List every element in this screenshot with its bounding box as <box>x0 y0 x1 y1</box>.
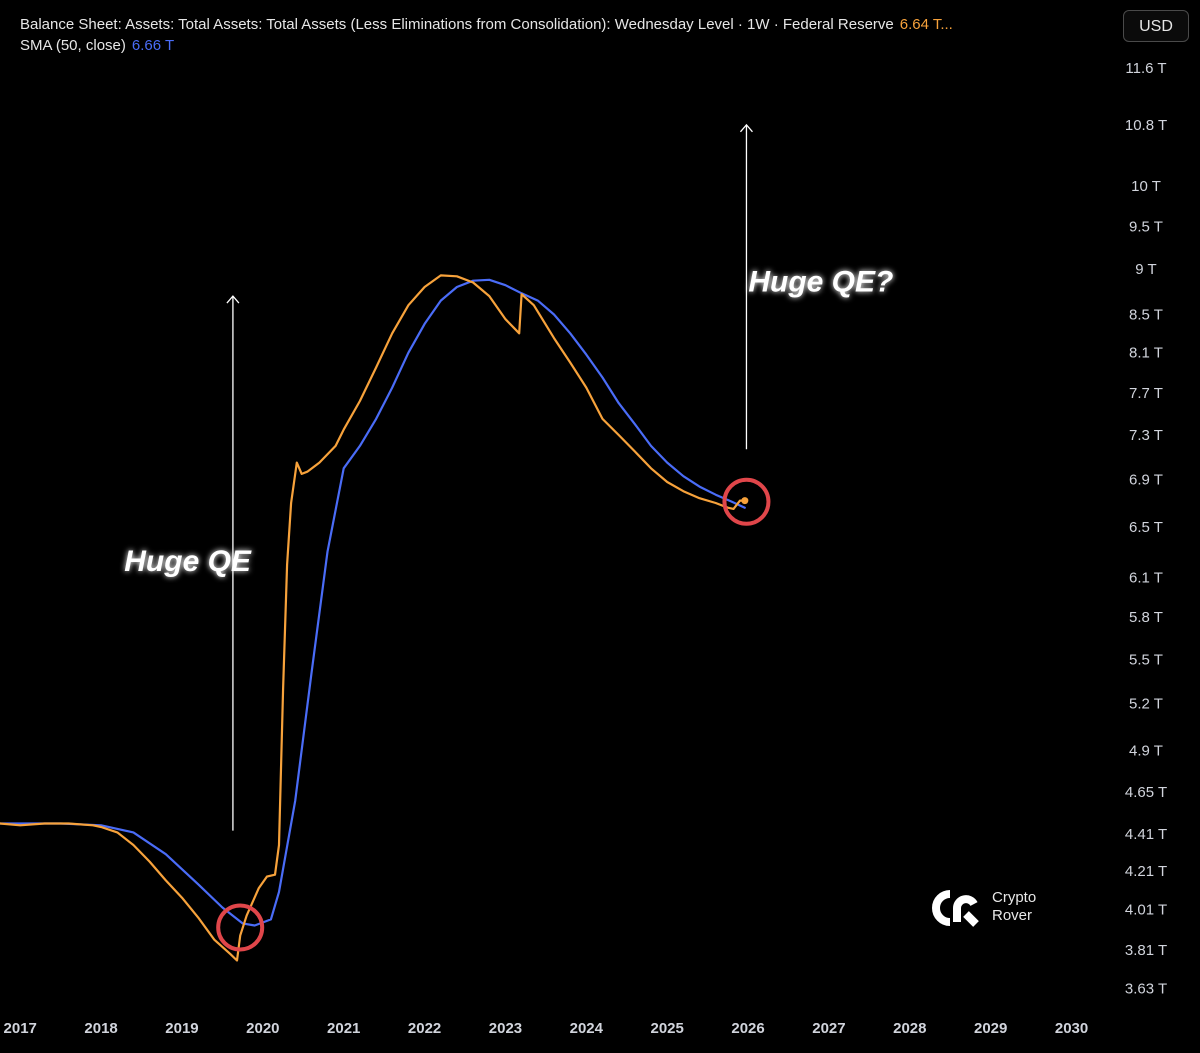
chart-title: Balance Sheet: Assets: Total Assets: Tot… <box>20 16 894 33</box>
x-tick-label: 2018 <box>84 1020 117 1037</box>
x-tick-label: 2021 <box>327 1020 360 1037</box>
up-arrow-icon <box>739 123 753 450</box>
crypto-rover-logo-icon <box>932 890 979 927</box>
price-series-line <box>0 274 746 962</box>
last-point-dot <box>741 497 749 505</box>
highlight-circle <box>722 477 771 526</box>
y-tick-label: 4.9 T <box>1129 743 1163 760</box>
y-tick-label: 6.9 T <box>1129 472 1163 489</box>
y-tick-label: 7.7 T <box>1129 385 1163 402</box>
indicator-line: SMA (50, close) 6.66 T <box>20 37 174 54</box>
y-tick-label: 10.8 T <box>1125 117 1167 134</box>
annotation-labels: Huge QE Huge QE? <box>124 266 893 578</box>
x-tick-label: 2022 <box>408 1020 441 1037</box>
y-tick-label: 3.81 T <box>1125 942 1167 959</box>
highlight-circles <box>216 477 771 952</box>
watermark-line2: Rover <box>992 907 1033 924</box>
x-axis: 2017 2018 2019 2020 2021 2022 2023 2024 2025 2026… <box>4 1020 1089 1037</box>
y-tick-label: 4.01 T <box>1125 901 1167 918</box>
indicator-value: 6.66 T <box>131 37 175 54</box>
y-tick-label: 3.63 T <box>1125 980 1167 997</box>
y-tick-label: 4.21 T <box>1125 863 1167 880</box>
y-tick-label: 4.41 T <box>1125 826 1167 843</box>
annotation-left: Huge QE <box>124 545 252 578</box>
x-tick-label: 2027 <box>812 1020 845 1037</box>
x-tick-label: 2028 <box>893 1020 926 1037</box>
y-tick-label: 6.1 T <box>1129 569 1163 586</box>
x-tick-label: 2017 <box>4 1020 37 1037</box>
y-tick-label: 11.6 T <box>1125 60 1166 77</box>
crypto-rover-watermark: Crypto Rover <box>930 888 1050 928</box>
y-tick-label: 10 T <box>1131 178 1161 195</box>
x-tick-label: 2026 <box>731 1020 764 1037</box>
up-arrow-icon <box>226 295 240 831</box>
x-tick-label: 2020 <box>246 1020 279 1037</box>
y-axis: 11.6 T 10.8 T 10 T 9.5 T 9 T 8.5 T 8.1 T 7.7 T 7… <box>1125 60 1167 997</box>
y-tick-label: 8.1 T <box>1129 345 1163 362</box>
y-tick-label: 8.5 T <box>1129 306 1163 323</box>
y-tick-label: 9 T <box>1135 261 1156 278</box>
sma-series-line <box>0 278 746 927</box>
currency-button[interactable]: USD <box>1123 10 1189 42</box>
x-tick-label: 2023 <box>489 1020 522 1037</box>
y-tick-label: 7.3 T <box>1129 427 1163 444</box>
y-tick-label: 5.2 T <box>1129 696 1163 713</box>
highlight-circle <box>216 903 265 952</box>
x-tick-label: 2024 <box>570 1020 604 1037</box>
y-tick-label: 9.5 T <box>1129 218 1163 235</box>
x-tick-label: 2025 <box>651 1020 684 1037</box>
y-tick-label: 6.5 T <box>1129 519 1163 536</box>
y-tick-label: 4.65 T <box>1125 784 1167 801</box>
y-tick-label: 5.5 T <box>1129 651 1163 668</box>
x-tick-label: 2029 <box>974 1020 1007 1037</box>
x-tick-label: 2030 <box>1055 1020 1088 1037</box>
watermark-line1: Crypto <box>992 889 1037 906</box>
indicator-label: SMA (50, close) <box>20 37 126 54</box>
y-tick-label: 5.8 T <box>1129 609 1163 626</box>
annotation-right: Huge QE? <box>748 266 893 299</box>
last-value: 6.64 T... <box>899 16 953 33</box>
annotation-arrows <box>226 123 753 831</box>
x-tick-label: 2019 <box>165 1020 198 1037</box>
series-lines <box>0 274 749 962</box>
chart-title-line: Balance Sheet: Assets: Total Assets: Tot… <box>20 16 953 33</box>
